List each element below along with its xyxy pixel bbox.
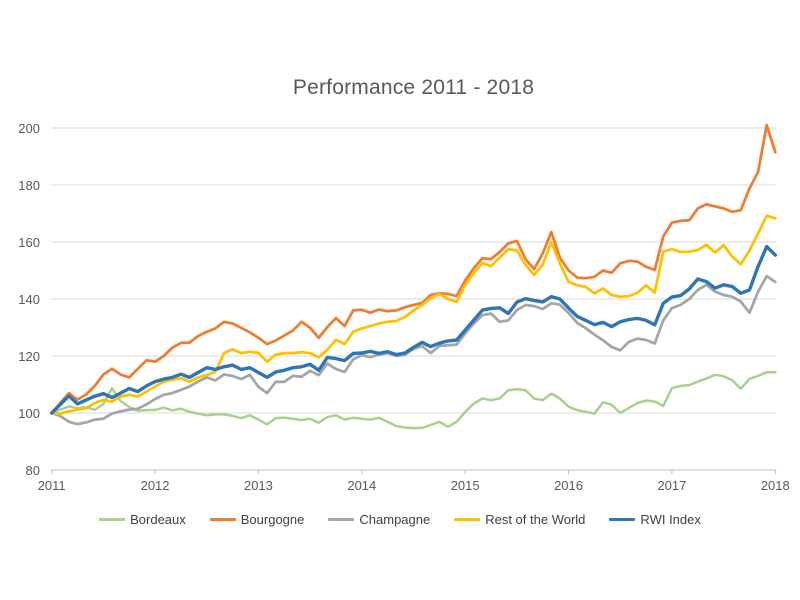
series-line-champagne — [50, 274, 777, 426]
x-axis-tick-label: 2015 — [450, 478, 480, 493]
y-axis-tick-label: 180 — [18, 177, 40, 193]
legend-item: RWI Index — [609, 512, 701, 527]
x-axis-tick-label: 2013 — [243, 478, 273, 493]
legend-swatch-icon — [454, 518, 481, 521]
y-axis-tick-label: 140 — [18, 291, 40, 307]
legend-item: Bourgogne — [209, 512, 305, 527]
series-line-bourgogne — [50, 123, 777, 415]
legend-item: Bordeaux — [99, 512, 186, 527]
legend-label: Champagne — [359, 512, 431, 527]
series-line-bordeaux — [50, 370, 777, 430]
x-axis-tick-label: 2012 — [140, 478, 170, 493]
legend-item: Champagne — [328, 512, 430, 527]
legend-item: Rest of the World — [454, 512, 585, 527]
legend-swatch-icon — [328, 518, 355, 521]
x-axis-tick-label: 2014 — [347, 478, 377, 493]
y-axis-tick-label: 120 — [18, 348, 40, 364]
chart-legend: Bordeaux Bourgogne Champagne Rest of the Wo… — [0, 512, 800, 527]
y-axis-tick-label: 160 — [18, 234, 40, 250]
x-axis-tick-label: 2016 — [554, 478, 583, 493]
legend-swatch-icon — [209, 518, 236, 521]
legend-label: Bourgogne — [240, 512, 305, 527]
x-axis-tick-label: 2018 — [760, 478, 790, 493]
y-axis-tick-label: 80 — [25, 462, 40, 478]
legend-label: Rest of the World — [485, 512, 586, 527]
legend-swatch-icon — [609, 518, 636, 521]
legend-swatch-icon — [99, 518, 126, 521]
series-line-rwi-index — [50, 244, 777, 415]
chart-title: Performance 2011 - 2018 — [292, 76, 535, 99]
x-axis-tick-label: 2011 — [37, 478, 66, 493]
y-axis-tick-label: 200 — [18, 120, 40, 136]
legend-label: RWI Index — [640, 512, 701, 527]
x-axis-tick-label: 2017 — [657, 478, 687, 493]
series-line-rest-of-the-world — [50, 214, 777, 415]
legend-label: Bordeaux — [130, 512, 186, 527]
y-axis-tick-label: 100 — [18, 405, 40, 421]
